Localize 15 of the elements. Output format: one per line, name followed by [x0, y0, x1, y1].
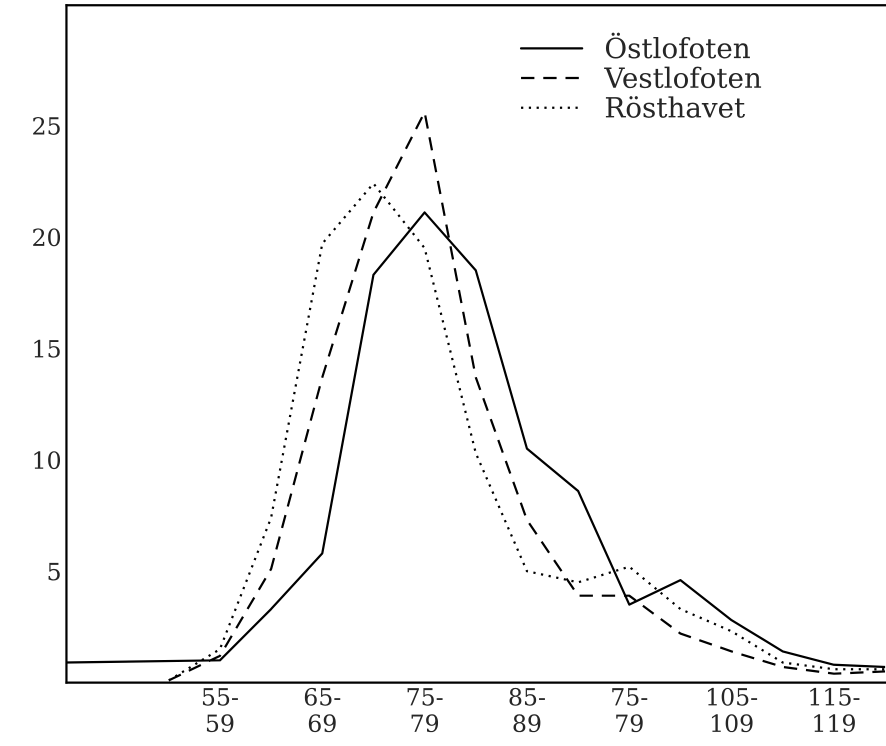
- y-tick-label: 10: [34, 451, 60, 470]
- x-tick-label: 115- 119: [810, 688, 860, 732]
- x-tick-label: 105- 109: [708, 688, 758, 732]
- y-tick-label: 20: [33, 228, 60, 246]
- y-tick-label: 15: [34, 340, 60, 358]
- legend-label: Östlofoten: [606, 32, 750, 58]
- x-tick-label: 75- 79: [408, 688, 443, 732]
- y-tick-label: 5: [48, 562, 60, 580]
- x-tick-label: 55- 59: [202, 688, 238, 732]
- x-tick-label: 75- 79: [612, 688, 648, 732]
- legend-label: Vestlofoten: [604, 66, 762, 88]
- x-tick-label: 85- 89: [510, 688, 545, 732]
- legend-label: Rösthavet: [606, 96, 745, 118]
- x-tick-label: 65- 69: [304, 688, 340, 732]
- y-tick-label: 25: [33, 116, 60, 135]
